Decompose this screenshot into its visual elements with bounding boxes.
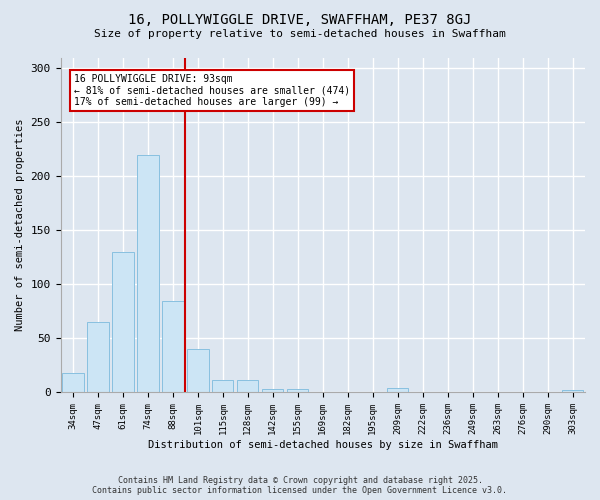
Bar	[112, 252, 134, 392]
Bar	[212, 380, 233, 392]
Text: 16, POLLYWIGGLE DRIVE, SWAFFHAM, PE37 8GJ: 16, POLLYWIGGLE DRIVE, SWAFFHAM, PE37 8G…	[128, 12, 472, 26]
Bar	[163, 300, 184, 392]
Bar	[287, 389, 308, 392]
Bar	[237, 380, 259, 392]
Bar	[62, 373, 83, 392]
Text: Size of property relative to semi-detached houses in Swaffham: Size of property relative to semi-detach…	[94, 29, 506, 39]
Y-axis label: Number of semi-detached properties: Number of semi-detached properties	[15, 118, 25, 331]
X-axis label: Distribution of semi-detached houses by size in Swaffham: Distribution of semi-detached houses by …	[148, 440, 498, 450]
Bar	[88, 322, 109, 392]
Bar	[562, 390, 583, 392]
Text: Contains HM Land Registry data © Crown copyright and database right 2025.
Contai: Contains HM Land Registry data © Crown c…	[92, 476, 508, 495]
Bar	[387, 388, 409, 392]
Bar	[262, 389, 283, 392]
Text: 16 POLLYWIGGLE DRIVE: 93sqm
← 81% of semi-detached houses are smaller (474)
17% : 16 POLLYWIGGLE DRIVE: 93sqm ← 81% of sem…	[74, 74, 350, 107]
Bar	[137, 155, 158, 392]
Bar	[187, 349, 209, 393]
